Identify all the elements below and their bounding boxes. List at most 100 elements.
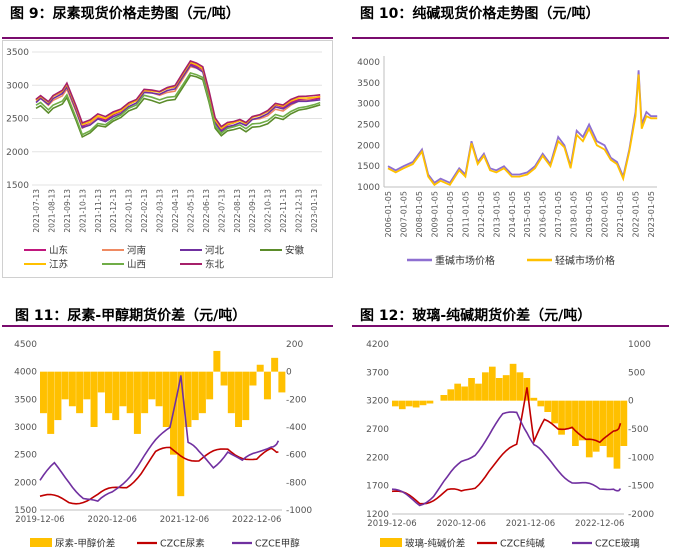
spread-bar [544, 400, 552, 412]
series-line-CZCE纯碱 [391, 387, 622, 505]
x-tick-label: 2022-04-13 [171, 189, 180, 233]
spread-bar [578, 400, 586, 441]
spread-bar [235, 371, 243, 427]
y-right-tick-label: 1000 [628, 340, 651, 350]
y-right-tick-label: -500 [628, 425, 649, 435]
spread-bar [613, 400, 621, 469]
y-left-tick-label: 3200 [366, 397, 389, 407]
spread-bar [482, 372, 489, 401]
x-tick-label: 2019-12-06 [367, 519, 416, 529]
urea-methanol-spread-chart: 1500200025003000350040004500-1000-800-60… [14, 340, 312, 550]
y-right-tick-label: -1000 [286, 506, 312, 516]
y-tick-label: 2500 [6, 115, 29, 125]
chart-frame [2, 40, 333, 278]
spread-bar [419, 400, 427, 406]
x-tick-label: 2018-01-05 [570, 191, 579, 238]
glass-soda-spread-chart: 1200 1700 2200 2700 3200 3700 4200 -2000 -1500 -1… [366, 340, 654, 550]
y-tick-label: 4000 [357, 58, 380, 68]
y-left-tick-label: 3700 [366, 368, 389, 378]
title-divider-11 [2, 325, 333, 327]
urea-spot-price-chart: 1500 2000 2500 3000 3500 2021-07-13 2021-08-13… [2, 40, 333, 278]
series-line-轻碱市场价格 [387, 74, 658, 187]
y-tick-label: 1000 [357, 183, 380, 193]
spread-bar [227, 371, 235, 414]
x-tick-label: 2021-11-13 [94, 189, 103, 233]
spread-bar [119, 371, 127, 407]
x-tick-label: 2022-03-13 [156, 189, 165, 233]
y-right-tick-label: 500 [628, 368, 645, 378]
y-left-tick-label: 2200 [366, 453, 389, 463]
legend-swatch [30, 538, 52, 547]
series-line-CZCE尿素 [39, 446, 279, 505]
spread-bar [488, 366, 496, 401]
x-tick-label: 2006-01-05 [384, 191, 393, 238]
spread-bar [551, 400, 558, 424]
x-tick-label: 2013-01-05 [492, 191, 501, 238]
y-tick-label: 3000 [6, 81, 29, 91]
spread-bar [447, 389, 455, 401]
title-divider-12 [352, 325, 669, 327]
spread-bar [468, 378, 475, 401]
y-right-tick-label: -1500 [628, 482, 654, 492]
y-tick-label: 3000 [357, 100, 380, 110]
x-tick-label: 2022-11-13 [279, 189, 288, 233]
spread-bar [263, 371, 271, 400]
x-tick-label: 2022-09-13 [248, 189, 257, 233]
legend-label: 江苏 [49, 259, 69, 271]
spread-bar [97, 371, 105, 393]
spread-bar [405, 400, 413, 407]
spread-bar [620, 400, 628, 446]
spread-bar [198, 371, 206, 414]
legend-label: 安徽 [285, 245, 305, 257]
x-tick-label: 2021-10-13 [78, 189, 87, 233]
x-tick-label: 2022-06-13 [202, 189, 211, 233]
x-tick-label: 2022-10-13 [264, 189, 273, 233]
x-tick-label: 2011-01-05 [461, 191, 470, 238]
spread-bar [112, 371, 120, 421]
series-line-山西 [35, 71, 321, 136]
y-left-tick-label: 1200 [366, 510, 389, 520]
x-tick-label: 2022-12-06 [575, 519, 624, 529]
x-tick-label: 2020-12-06 [437, 519, 486, 529]
spread-bar [537, 400, 545, 407]
x-tick-label: 2020-01-05 [601, 191, 610, 238]
x-tick-label: 2008-01-05 [415, 191, 424, 238]
y-right-tick-label: -200 [286, 395, 307, 405]
x-tick-label: 2022-12-06 [232, 515, 281, 525]
y-left-tick-label: 4200 [366, 340, 389, 350]
spread-bar [509, 363, 517, 401]
chart-title-12: 图 12：玻璃-纯碱期货价差（元/吨） [360, 308, 592, 324]
series-line-CZCE甲醇 [39, 375, 280, 502]
soda-ash-spot-price-chart: 1000 1500 2000 2500 3000 3500 4000 2006-01-05 20… [357, 56, 658, 267]
y-right-tick-label: -2000 [628, 510, 654, 520]
x-tick-label: 2020-12-06 [88, 515, 137, 525]
spread-bar [177, 371, 185, 497]
spread-bar [516, 372, 524, 401]
spread-bar [220, 371, 228, 386]
y-right-tick-label: 0 [628, 397, 634, 407]
spread-bar [249, 371, 257, 386]
y-tick-label: 2500 [357, 121, 380, 131]
chart-title-9: 图 9：尿素现货价格走势图（元/吨） [10, 6, 240, 22]
x-tick-label: 2021-08-13 [47, 189, 56, 233]
legend-label: 河北 [205, 245, 225, 257]
spread-bar [461, 386, 468, 401]
spread-bar [398, 400, 406, 410]
legend-label: 山西 [127, 260, 146, 271]
x-tick-label: 2021-07-13 [32, 189, 41, 233]
y-left-tick-label: 2000 [14, 478, 37, 488]
spread-bar [392, 400, 399, 407]
spread-bar [572, 400, 579, 446]
spread-bar [426, 400, 434, 404]
spread-bar [148, 371, 156, 400]
x-tick-label: 2010-01-05 [446, 191, 455, 238]
series-line-河北 [35, 64, 321, 133]
spread-bar [61, 371, 69, 400]
x-tick-label: 2022-02-13 [140, 189, 149, 233]
legend-label: 尿素-甲醇价差 [55, 538, 115, 550]
spread-bar [76, 371, 84, 414]
x-tick-label: 2022-01-13 [125, 189, 134, 233]
spread-bar [606, 400, 614, 458]
y-tick-label: 3500 [357, 79, 380, 89]
legend-label: CZCE玻璃 [595, 538, 640, 550]
